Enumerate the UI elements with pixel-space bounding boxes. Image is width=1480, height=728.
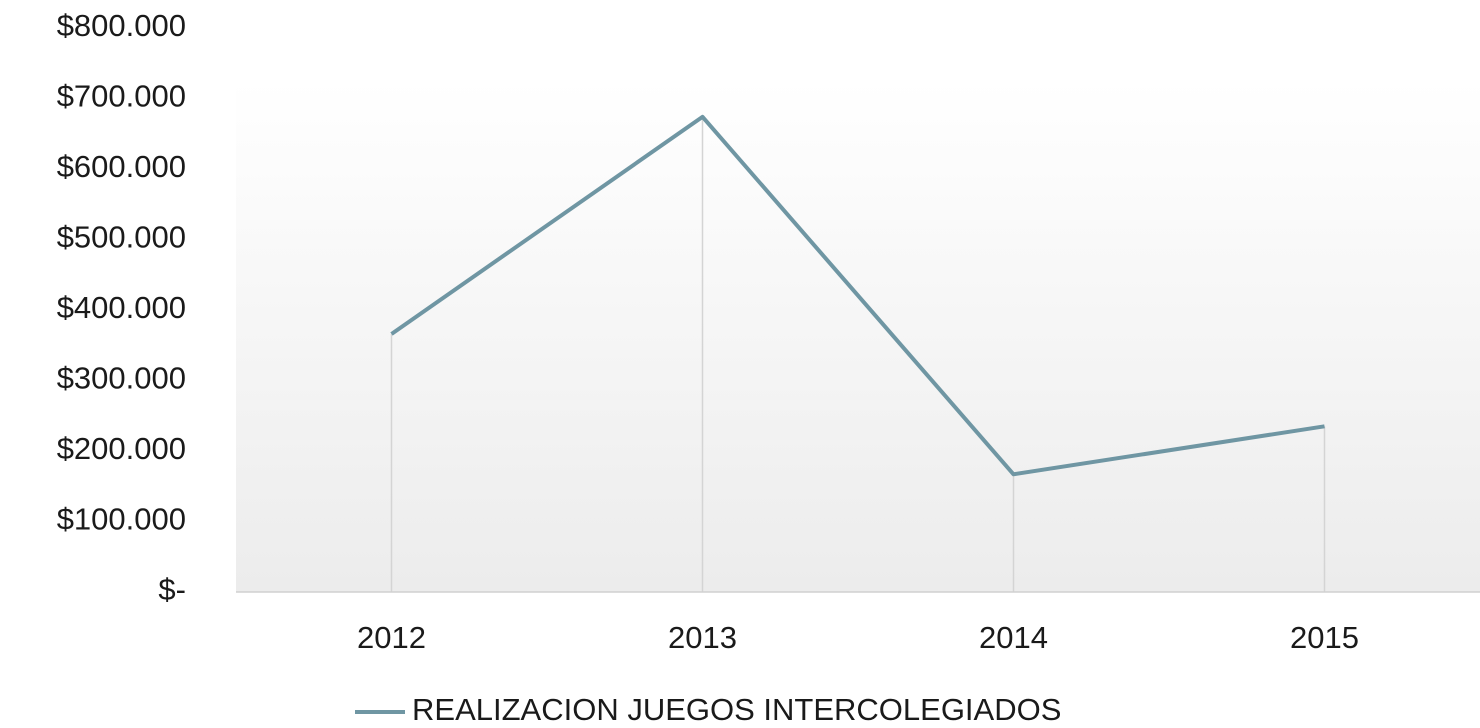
y-tick-label: $-	[158, 572, 186, 607]
y-tick-label: $100.000	[57, 502, 186, 537]
plot-background	[236, 80, 1480, 592]
x-tick-label: 2012	[357, 620, 426, 655]
x-tick-label: 2013	[668, 620, 737, 655]
y-tick-label: $700.000	[57, 79, 186, 114]
x-tick-label: 2014	[979, 620, 1048, 655]
y-tick-label: $300.000	[57, 361, 186, 396]
x-tick-label: 2015	[1290, 620, 1359, 655]
y-tick-label: $800.000	[57, 8, 186, 43]
y-tick-label: $600.000	[57, 149, 186, 184]
series-line	[390, 114, 1325, 477]
y-tick-label: $200.000	[57, 431, 186, 466]
y-tick-label: $500.000	[57, 220, 186, 255]
legend-label: REALIZACION JUEGOS INTERCOLEGIADOS	[412, 692, 1061, 727]
y-tick-label: $400.000	[57, 290, 186, 325]
